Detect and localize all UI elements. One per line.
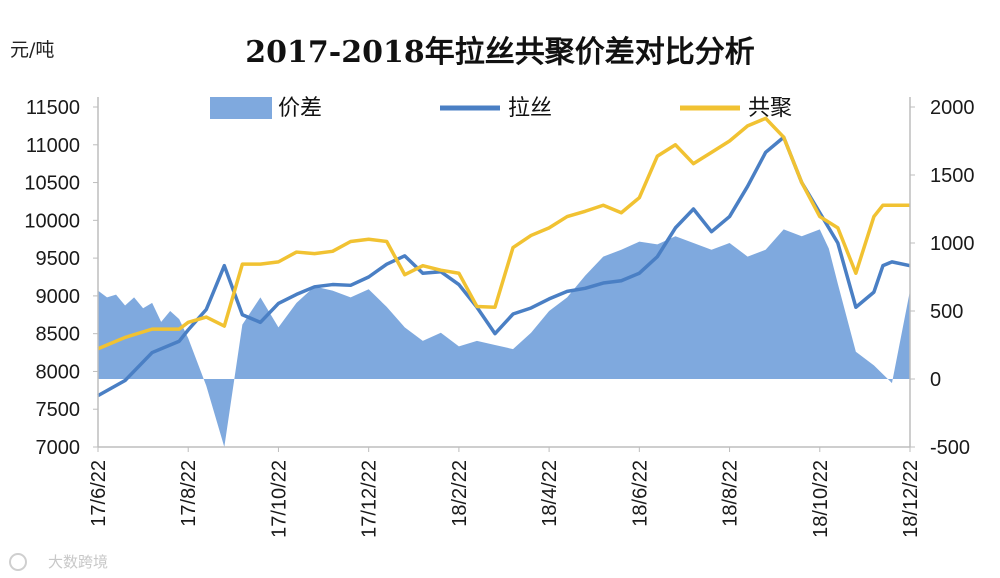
y-left-tick-label: 7500 xyxy=(36,399,81,421)
x-tick-label: 18/6/22 xyxy=(629,460,651,527)
y-right-tick-label: -500 xyxy=(930,437,970,459)
y-right-tick-label: 500 xyxy=(930,301,963,323)
y-left-tick-label: 9500 xyxy=(36,248,81,270)
y-right-tick-label: 0 xyxy=(930,369,941,391)
y-left-tick-label: 11500 xyxy=(26,97,80,119)
x-tick-label: 17/8/22 xyxy=(178,460,200,527)
y-left-tick-label: 9000 xyxy=(36,286,81,308)
legend-label-spread: 价差 xyxy=(278,96,322,121)
x-tick-label: 18/10/22 xyxy=(810,460,832,538)
y-right-tick-label: 1000 xyxy=(930,233,975,255)
x-tick-label: 17/10/22 xyxy=(268,460,290,538)
legend: 价差 拉丝 共聚 xyxy=(210,96,792,121)
plot-area xyxy=(97,116,911,447)
legend-label-gongju: 共聚 xyxy=(748,96,792,121)
y-left-tick-label: 10500 xyxy=(24,173,80,195)
chart-title: 2017-2018年拉丝共聚价差对比分析 xyxy=(245,35,754,70)
x-tick-label: 18/2/22 xyxy=(449,460,471,527)
y-left-unit-label: 元/吨 xyxy=(10,39,54,61)
x-tick-label: 18/4/22 xyxy=(539,460,561,527)
legend-label-lasi: 拉丝 xyxy=(508,96,552,121)
watermark-text: 大数跨境 xyxy=(48,553,108,571)
y-right-tick-label: 2000 xyxy=(930,97,975,119)
watermark-logo-icon xyxy=(9,553,27,571)
x-tick-label: 17/12/22 xyxy=(359,460,381,538)
y-left-tick-label: 8500 xyxy=(36,324,81,346)
y-right-tick-label: 1500 xyxy=(930,165,975,187)
y-left-tick-label: 11000 xyxy=(26,135,80,157)
series-gongju-line xyxy=(97,116,910,351)
y-left-tick-label: 10000 xyxy=(24,210,80,232)
x-tick-label: 18/12/22 xyxy=(900,460,922,538)
x-tick-label: 17/6/22 xyxy=(88,460,110,527)
legend-swatch-spread xyxy=(210,97,272,119)
y-left-tick-label: 8000 xyxy=(36,361,81,383)
x-tick-label: 18/8/22 xyxy=(720,460,742,527)
axes: 1150011000105001000095009000850080007500… xyxy=(24,97,975,538)
series-spread-area xyxy=(98,229,910,447)
y-left-tick-label: 7000 xyxy=(36,437,81,459)
watermark: 大数跨境 xyxy=(9,553,108,571)
